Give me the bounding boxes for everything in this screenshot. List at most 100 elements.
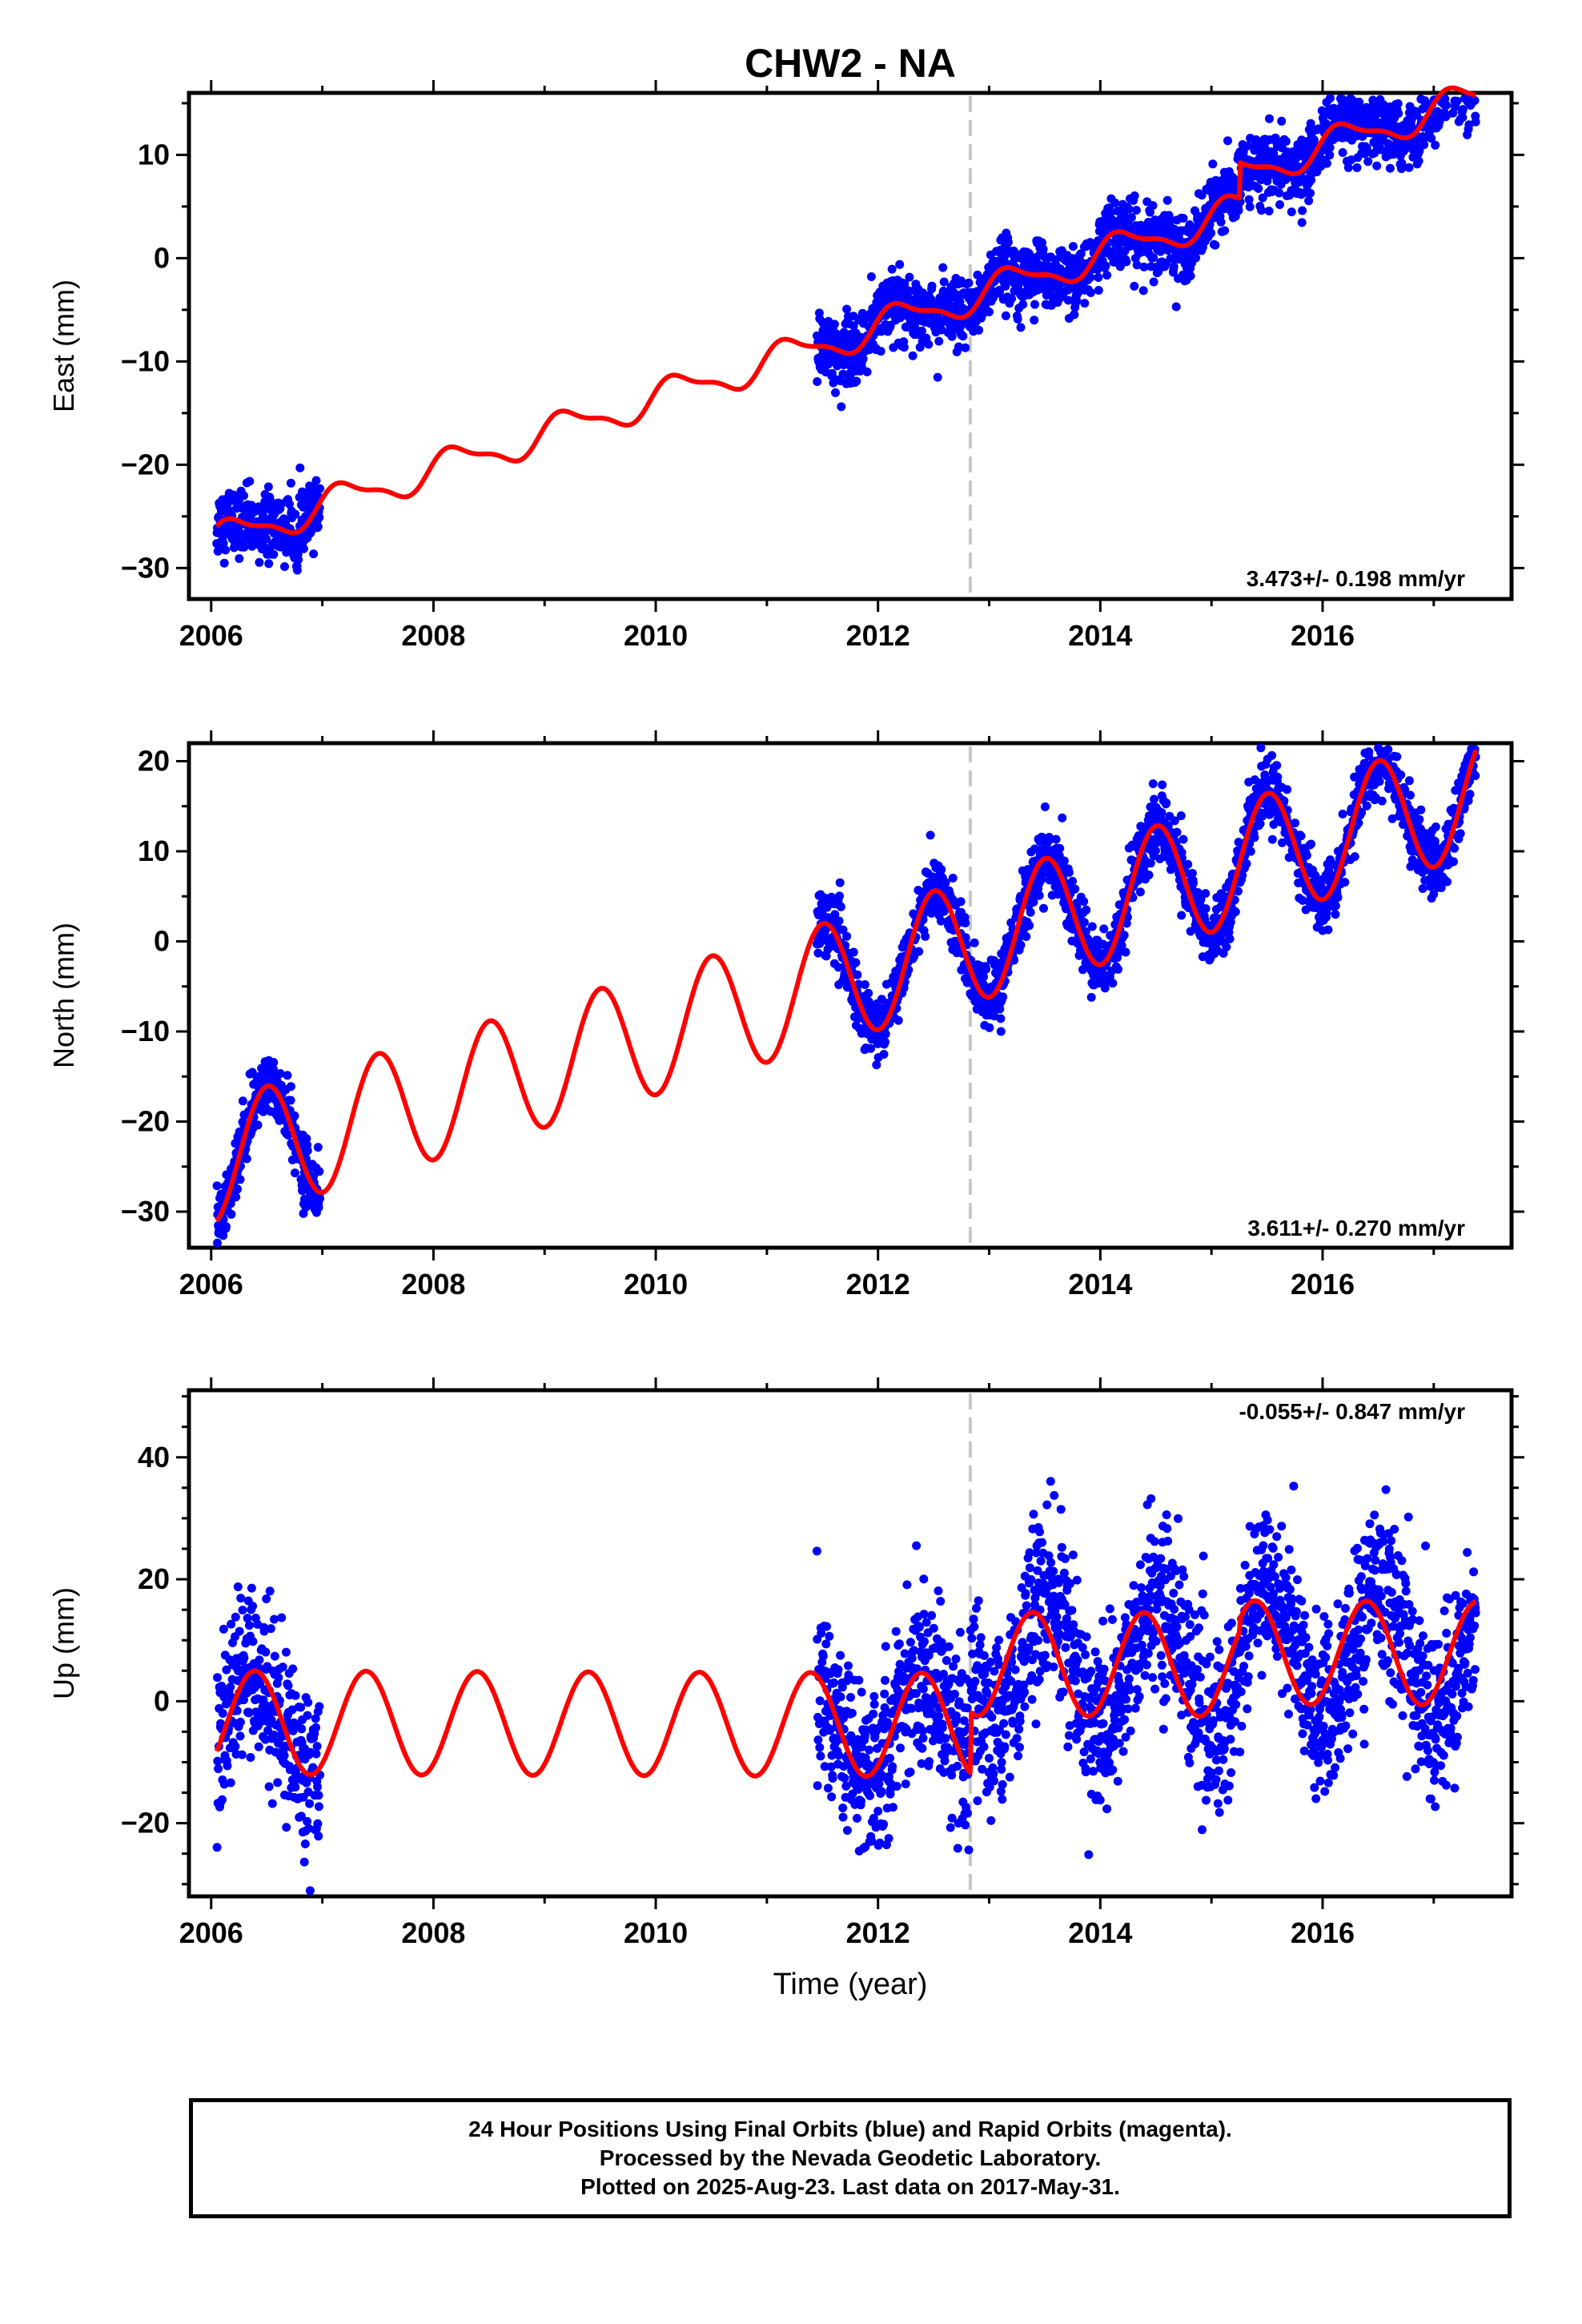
x-tick-label: 2012	[846, 1268, 910, 1301]
data-point	[834, 916, 844, 926]
x-tick-label: 2014	[1068, 1268, 1132, 1301]
data-point	[1162, 798, 1171, 808]
x-tick-label: 2014	[1068, 619, 1132, 652]
x-tick-label: 2012	[846, 1916, 910, 1949]
data-point	[864, 988, 873, 998]
data-point	[1162, 195, 1172, 205]
data-point	[1338, 810, 1347, 818]
data-point	[239, 491, 248, 501]
data-point	[1126, 213, 1136, 222]
data-point	[858, 354, 868, 364]
data-point	[1267, 834, 1277, 844]
x-tick-label: 2008	[401, 1268, 465, 1301]
data-point	[1102, 271, 1112, 280]
data-point	[253, 1120, 263, 1130]
data-point	[956, 897, 966, 907]
data-point	[816, 1751, 825, 1761]
data-point	[1177, 911, 1186, 920]
data-point	[1350, 852, 1359, 862]
data-point	[281, 1647, 291, 1657]
data-point	[1016, 323, 1026, 332]
data-point	[1406, 790, 1415, 800]
data-point	[1393, 99, 1403, 108]
data-point	[212, 1181, 222, 1191]
data-point	[1191, 253, 1201, 263]
data-point	[1257, 206, 1267, 215]
data-point	[233, 1184, 243, 1194]
data-point	[248, 1637, 258, 1647]
data-point	[283, 1071, 292, 1080]
data-point	[887, 264, 897, 274]
data-point	[1189, 879, 1198, 888]
data-point	[290, 1168, 299, 1178]
data-point	[313, 1143, 323, 1152]
x-tick-label: 2006	[179, 619, 243, 652]
data-point	[964, 278, 974, 287]
data-point	[231, 1612, 240, 1622]
data-point	[1086, 272, 1095, 282]
data-point	[235, 1175, 245, 1184]
data-point	[1456, 829, 1465, 838]
data-point	[219, 538, 228, 548]
data-point	[226, 1778, 235, 1787]
x-tick-label: 2006	[179, 1916, 243, 1949]
data-point	[827, 368, 837, 378]
data-point	[223, 1761, 232, 1771]
data-point	[1101, 261, 1110, 271]
data-point	[1130, 191, 1139, 200]
data-point	[1022, 932, 1031, 941]
data-point	[914, 947, 924, 956]
chart-title: CHW2 - NA	[745, 41, 956, 86]
data-point	[303, 1698, 313, 1707]
data-point	[1150, 794, 1158, 804]
data-point	[908, 351, 917, 360]
data-point	[1307, 839, 1316, 849]
x-tick-label: 2010	[624, 619, 688, 652]
data-point	[1121, 947, 1130, 957]
data-point	[934, 336, 944, 346]
data-point	[1323, 925, 1333, 935]
data-point	[1076, 249, 1086, 259]
data-point	[286, 478, 295, 488]
data-point	[1079, 918, 1089, 927]
data-point	[264, 559, 274, 569]
data-point	[838, 369, 848, 379]
data-point	[1172, 827, 1182, 837]
data-point	[1131, 206, 1141, 215]
data-point	[311, 476, 321, 485]
data-point	[261, 1647, 271, 1657]
north-y-axis-label: North (mm)	[47, 923, 80, 1068]
data-point	[1414, 156, 1423, 166]
data-point	[996, 1014, 1006, 1023]
y-tick-label: −20	[121, 1105, 170, 1138]
x-tick-label: 2010	[624, 1268, 688, 1301]
data-point	[245, 476, 255, 486]
data-point	[1431, 822, 1440, 831]
data-point	[815, 1696, 825, 1706]
y-tick-label: −20	[121, 1807, 170, 1839]
data-point	[1018, 300, 1028, 309]
data-point	[1176, 811, 1186, 821]
data-point	[1452, 96, 1462, 106]
data-point	[1283, 785, 1292, 794]
data-point	[1034, 891, 1044, 900]
data-point	[1148, 779, 1158, 789]
data-point	[829, 320, 839, 329]
data-point	[297, 1724, 307, 1734]
data-point	[235, 554, 244, 563]
y-tick-label: −20	[121, 448, 170, 480]
data-point	[1340, 878, 1350, 887]
data-point	[893, 1015, 903, 1025]
data-point	[905, 272, 914, 282]
data-point	[1122, 257, 1131, 267]
data-point	[1281, 137, 1291, 146]
y-tick-label: −30	[121, 1195, 170, 1228]
data-point	[1458, 105, 1468, 114]
y-tick-label: −10	[121, 1015, 170, 1047]
data-point	[853, 970, 862, 979]
data-point	[296, 1703, 306, 1712]
x-tick-label: 2014	[1068, 1916, 1132, 1949]
data-point	[294, 555, 303, 565]
